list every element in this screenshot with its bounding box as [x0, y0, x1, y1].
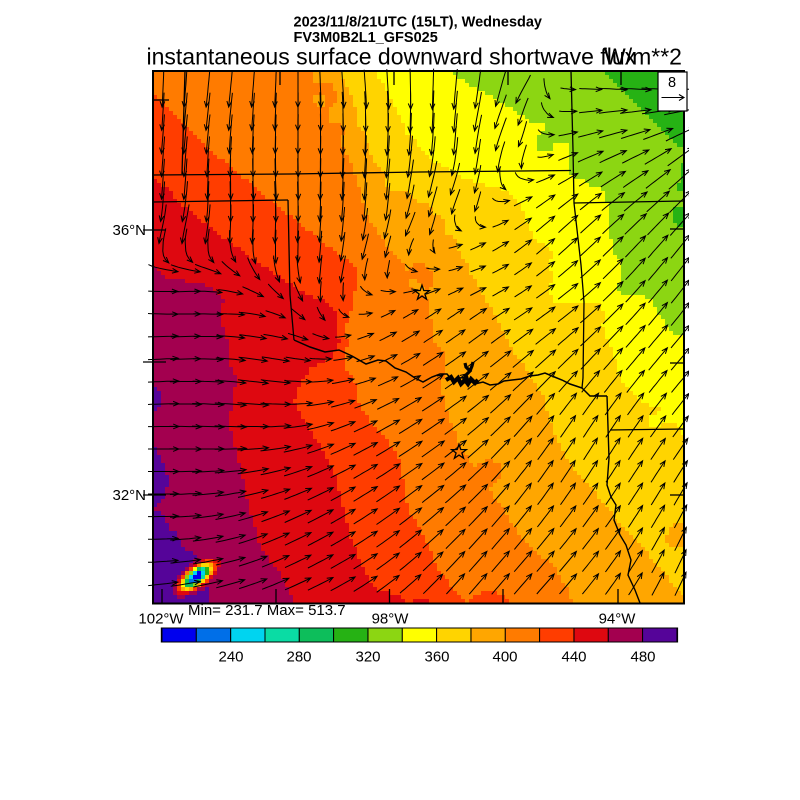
svg-text:480: 480: [630, 649, 655, 666]
svg-text:400: 400: [492, 649, 517, 666]
svg-text:32°N: 32°N: [112, 487, 146, 504]
svg-text:320: 320: [355, 649, 380, 666]
svg-text:280: 280: [286, 649, 311, 666]
svg-text:94°W: 94°W: [599, 611, 637, 628]
svg-text:240: 240: [218, 649, 243, 666]
svg-text:8: 8: [668, 75, 676, 91]
svg-text:W/m**2: W/m**2: [604, 44, 682, 70]
svg-text:440: 440: [561, 649, 586, 666]
svg-text:FV3M0B2L1_GFS025: FV3M0B2L1_GFS025: [294, 30, 438, 46]
svg-text:98°W: 98°W: [372, 611, 410, 628]
svg-text:Min= 231.7 Max= 513.7: Min= 231.7 Max= 513.7: [188, 602, 346, 619]
svg-text:36°N: 36°N: [112, 222, 146, 239]
svg-text:360: 360: [424, 649, 449, 666]
svg-text:102°W: 102°W: [138, 611, 184, 628]
svg-text:instantaneous surface downward: instantaneous surface downward shortwave…: [147, 44, 637, 70]
svg-text:2023/11/8/21UTC (15LT), Wednes: 2023/11/8/21UTC (15LT), Wednesday: [294, 15, 543, 31]
